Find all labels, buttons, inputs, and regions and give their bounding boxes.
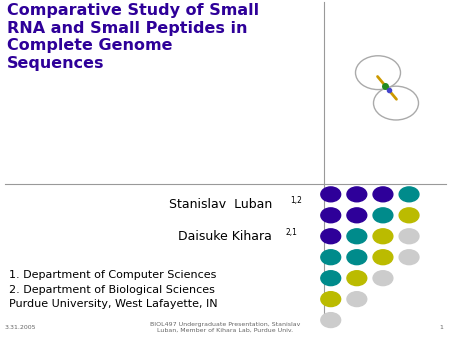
Text: 1. Department of Computer Sciences
2. Department of Biological Sciences
Purdue U: 1. Department of Computer Sciences 2. De… [9, 270, 218, 309]
Circle shape [373, 271, 393, 286]
Circle shape [373, 208, 393, 223]
Circle shape [321, 208, 341, 223]
Circle shape [347, 229, 367, 244]
Text: Stanislav  Luban: Stanislav Luban [169, 198, 272, 211]
Circle shape [347, 292, 367, 307]
Circle shape [321, 229, 341, 244]
Circle shape [347, 187, 367, 202]
Text: Comparative Study of Small
RNA and Small Peptides in
Complete Genome
Sequences: Comparative Study of Small RNA and Small… [7, 3, 259, 71]
Circle shape [373, 250, 393, 265]
Circle shape [347, 250, 367, 265]
Text: 3.31.2005: 3.31.2005 [4, 325, 36, 330]
Text: Daisuke Kihara: Daisuke Kihara [178, 230, 272, 243]
Circle shape [373, 187, 393, 202]
Circle shape [399, 187, 419, 202]
Text: BIOL497 Undergraduate Presentation, Stanislav
Luban, Member of Kihara Lab, Purdu: BIOL497 Undergraduate Presentation, Stan… [150, 321, 300, 333]
Circle shape [399, 250, 419, 265]
Circle shape [321, 271, 341, 286]
Circle shape [347, 271, 367, 286]
Text: 1: 1 [439, 325, 443, 330]
Circle shape [399, 208, 419, 223]
Circle shape [321, 292, 341, 307]
Text: 2,1: 2,1 [286, 228, 297, 237]
Circle shape [321, 250, 341, 265]
Circle shape [321, 187, 341, 202]
Circle shape [373, 229, 393, 244]
Text: 1,2: 1,2 [290, 196, 302, 205]
Circle shape [347, 208, 367, 223]
Circle shape [321, 313, 341, 328]
Circle shape [399, 229, 419, 244]
